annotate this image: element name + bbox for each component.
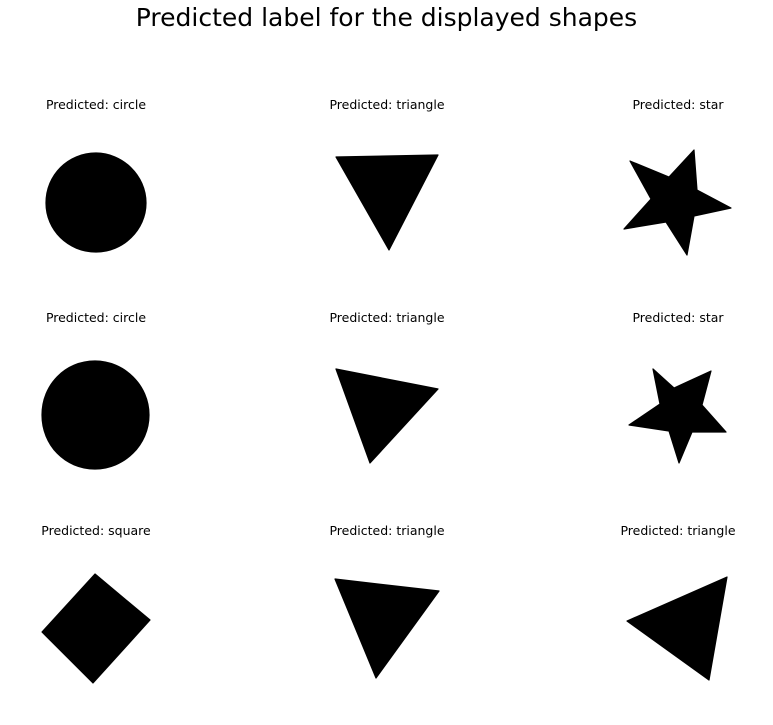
- circle-shape-path: [45, 152, 147, 253]
- panel-title-triangle: Predicted: triangle: [329, 523, 445, 538]
- panel-title-triangle: Predicted: triangle: [329, 310, 445, 325]
- square-shape-path: [41, 573, 151, 684]
- star-shape-path: [628, 368, 727, 464]
- star-shape-path: [623, 149, 732, 256]
- triangle-shape-path: [334, 578, 440, 679]
- panel-title-triangle: Predicted: triangle: [620, 523, 736, 538]
- circle-shape-path: [41, 360, 150, 470]
- triangle-shape-path: [335, 368, 439, 464]
- panel-title-star: Predicted: star: [632, 97, 724, 112]
- panel-title-star: Predicted: star: [632, 310, 724, 325]
- panel-title-circle: Predicted: circle: [45, 310, 147, 325]
- triangle-shape-path: [626, 576, 728, 681]
- triangle-shape-path: [335, 154, 439, 251]
- panel-title-triangle: Predicted: triangle: [329, 97, 445, 112]
- panel-title-square: Predicted: square: [41, 523, 151, 538]
- panel-title-circle: Predicted: circle: [45, 97, 147, 112]
- figure-title: Predicted label for the displayed shapes: [135, 3, 638, 32]
